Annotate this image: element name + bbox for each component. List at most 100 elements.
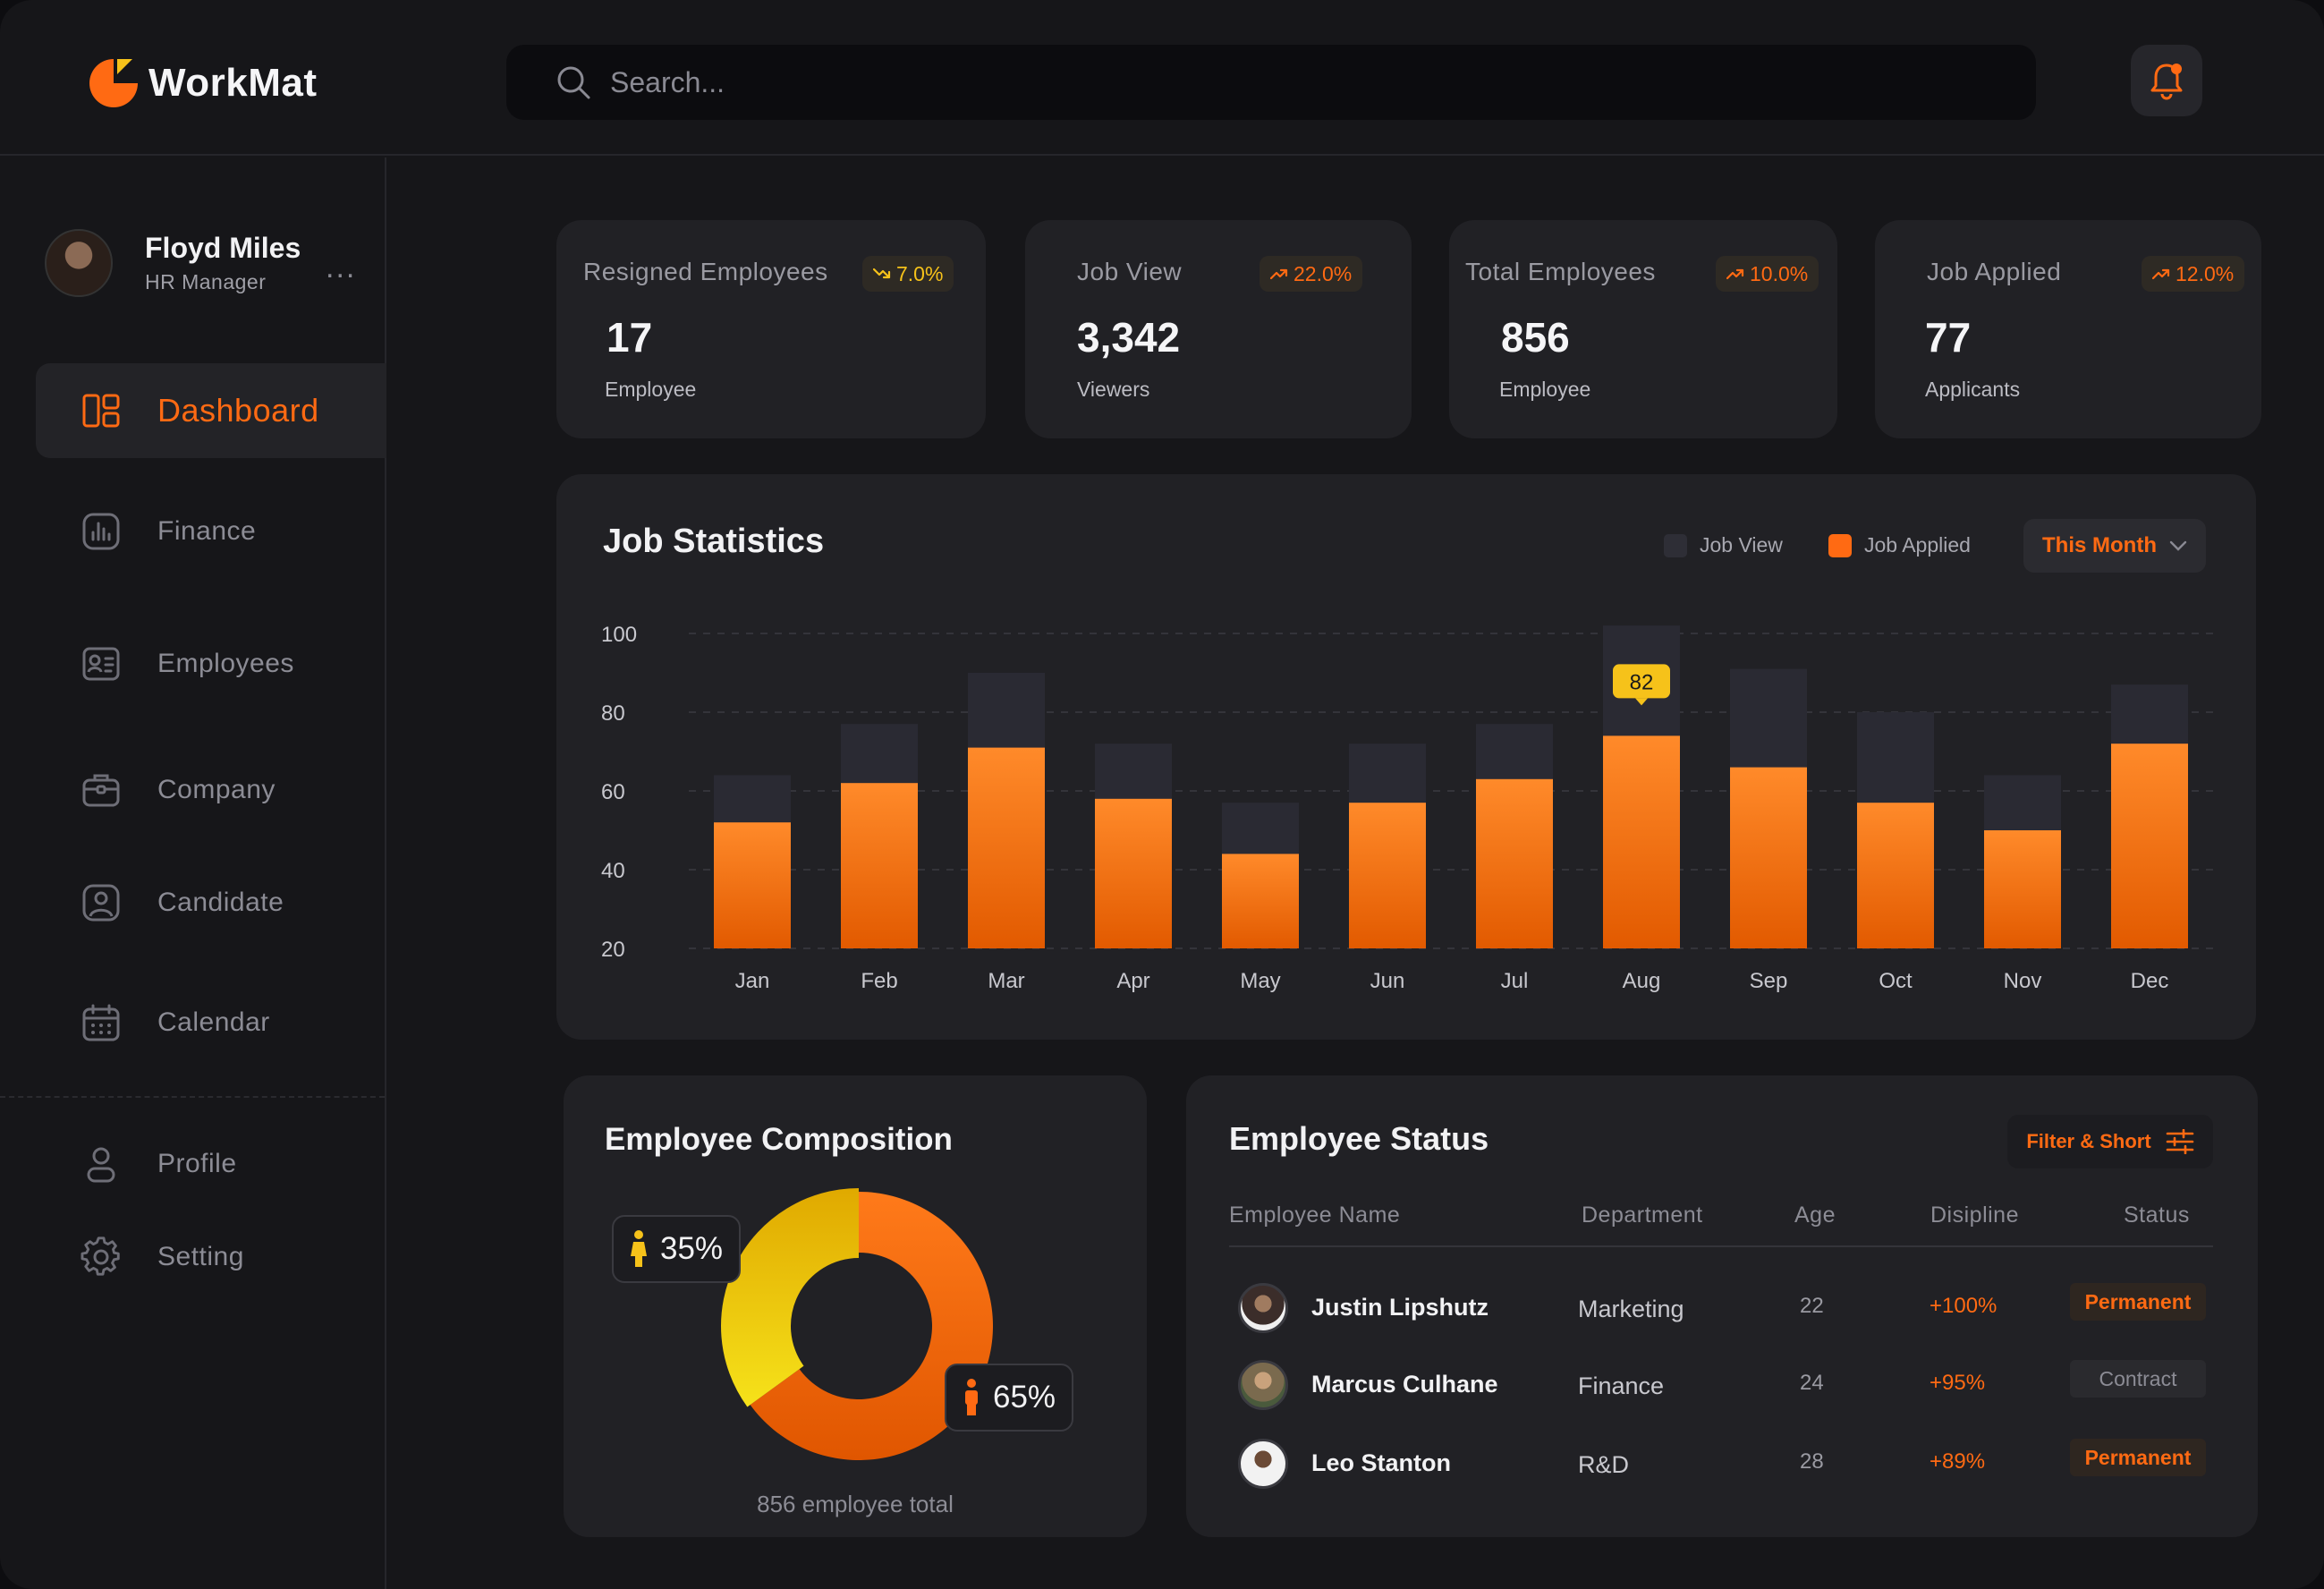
donut-segment-male[interactable] — [750, 1192, 993, 1460]
sidebar-item-calendar[interactable]: Calendar — [36, 975, 386, 1070]
stat-change: 12.0% — [2176, 261, 2235, 285]
bar-job-applied — [1095, 798, 1172, 948]
x-tick-label: Jun — [1370, 969, 1405, 993]
notification-button[interactable] — [2131, 45, 2202, 116]
chart-tooltip-label: 82 — [1630, 670, 1654, 694]
avatar — [1238, 1439, 1288, 1489]
sidebar-item-dashboard[interactable]: Dashboard — [36, 363, 386, 458]
sidebar-item-company[interactable]: Company — [36, 743, 386, 837]
stat-unit: Employee — [1499, 378, 1591, 401]
stat-unit: Viewers — [1077, 378, 1150, 401]
stat-unit: Employee — [605, 378, 697, 401]
sidebar-item-finance[interactable]: Finance — [36, 484, 386, 579]
stat-title: Job View — [1077, 258, 1183, 285]
logo-icon — [89, 59, 138, 107]
table-row[interactable]: Justin Lipshutz Marketing 22 +100% Perma… — [1186, 1276, 2258, 1338]
trend-down-icon — [873, 268, 891, 279]
chart-tooltip-pointer — [1635, 698, 1648, 706]
employee-age: 28 — [1800, 1449, 1824, 1474]
more-options-button[interactable]: ... — [326, 251, 357, 285]
avatar — [45, 229, 113, 297]
female-percentage: 35% — [660, 1231, 724, 1266]
legend-swatch — [1828, 533, 1852, 557]
period-label: This Month — [2042, 533, 2157, 557]
composition-total: 856 employee total — [757, 1491, 954, 1517]
period-dropdown[interactable]: This Month — [2023, 519, 2206, 573]
column-header-status[interactable]: Status — [2124, 1202, 2190, 1228]
employee-discipline: +89% — [1930, 1449, 1986, 1474]
avatar — [1238, 1360, 1288, 1410]
column-header-age[interactable]: Age — [1794, 1202, 1836, 1228]
stat-unit: Applicants — [1925, 378, 2021, 401]
employee-discipline: +95% — [1930, 1371, 1986, 1395]
sidebar-item-employees[interactable]: Employees — [36, 616, 386, 711]
sidebar-item-setting[interactable]: Setting — [36, 1210, 386, 1304]
dashboard-icon — [82, 394, 120, 428]
employee-name: Justin Lipshutz — [1311, 1294, 1489, 1321]
stat-change-badge: 7.0% — [862, 256, 954, 292]
stat-change-badge: 22.0% — [1260, 256, 1363, 292]
sidebar-divider — [0, 1096, 385, 1098]
sidebar-item-candidate[interactable]: Candidate — [36, 855, 386, 950]
sidebar-item-label: Finance — [157, 516, 257, 546]
legend-job-applied[interactable]: Job Applied — [1828, 533, 1971, 557]
column-header-department[interactable]: Department — [1582, 1202, 1703, 1228]
trend-up-icon — [1726, 268, 1744, 280]
male-percentage-badge: 65% — [945, 1364, 1074, 1432]
y-tick-label: 60 — [601, 780, 625, 804]
job-statistics-chart: 100 80 60 40 20 Jan Feb Mar Apr May Jun Jul Aug 82 Sep… — [601, 623, 2213, 993]
stat-value: 77 — [1925, 314, 1972, 361]
stat-card-job-view: Job View 22.0% 3,342 Viewers — [1025, 220, 1412, 438]
sidebar-item-label: Setting — [157, 1242, 244, 1271]
user-icon — [87, 1147, 115, 1183]
stat-value: 17 — [606, 314, 653, 361]
x-tick-label: Feb — [861, 969, 897, 993]
male-icon — [965, 1379, 978, 1415]
male-percentage: 65% — [993, 1380, 1056, 1415]
search-input[interactable]: Search... — [506, 45, 2036, 120]
filter-sort-button[interactable]: Filter & Short — [2007, 1115, 2213, 1168]
bell-icon — [2150, 64, 2183, 100]
table-row[interactable]: Leo Stanton R&D 28 +89% Permanent — [1186, 1432, 2258, 1494]
legend-label: Job View — [1700, 533, 1783, 557]
bar-job-applied — [1476, 778, 1553, 948]
stat-card-resigned: Resigned Employees 7.0% 17 Employee — [556, 220, 986, 438]
job-statistics-title: Job Statistics — [603, 523, 825, 560]
chevron-down-icon — [2169, 540, 2187, 551]
user-name: Floyd Miles — [145, 232, 301, 264]
column-header-name[interactable]: Employee Name — [1229, 1202, 1401, 1228]
employee-department: Marketing — [1578, 1296, 1684, 1322]
y-tick-label: 100 — [601, 623, 637, 647]
stat-change: 10.0% — [1750, 261, 1809, 285]
gear-icon — [81, 1236, 120, 1276]
stat-change: 7.0% — [896, 261, 944, 285]
legend-job-view[interactable]: Job View — [1664, 533, 1783, 557]
calendar-icon — [82, 1004, 120, 1041]
bar-job-applied — [714, 822, 791, 948]
x-tick-label: Jan — [735, 969, 770, 993]
x-tick-label: Nov — [2004, 969, 2042, 993]
employee-name: Marcus Culhane — [1311, 1371, 1498, 1398]
female-icon — [631, 1230, 647, 1267]
employee-discipline: +100% — [1930, 1294, 1997, 1318]
donut-segment-female[interactable] — [721, 1188, 859, 1407]
x-tick-label: Mar — [988, 969, 1024, 993]
user-square-icon — [82, 884, 120, 922]
bar-job-applied — [1857, 803, 1934, 948]
search-placeholder: Search... — [610, 65, 725, 98]
user-profile[interactable]: Floyd Miles HR Manager — [45, 229, 301, 297]
stat-title: Total Employees — [1465, 258, 1656, 285]
app-logo[interactable]: WorkMat — [86, 55, 317, 111]
table-row[interactable]: Marcus Culhane Finance 24 +95% Contract — [1186, 1353, 2258, 1415]
x-tick-label: Aug — [1623, 969, 1661, 993]
sidebar-item-profile[interactable]: Profile — [36, 1117, 386, 1211]
column-header-discipline[interactable]: Disipline — [1930, 1202, 2019, 1228]
stat-title: Resigned Employees — [583, 258, 828, 285]
stat-change-badge: 12.0% — [2142, 256, 2245, 292]
y-tick-label: 20 — [601, 938, 625, 962]
bar-job-applied — [2111, 744, 2188, 948]
trend-up-icon — [1270, 268, 1288, 280]
sidebar-item-label: Candidate — [157, 888, 284, 917]
bar-job-applied — [841, 783, 918, 948]
y-tick-label: 80 — [601, 701, 625, 726]
